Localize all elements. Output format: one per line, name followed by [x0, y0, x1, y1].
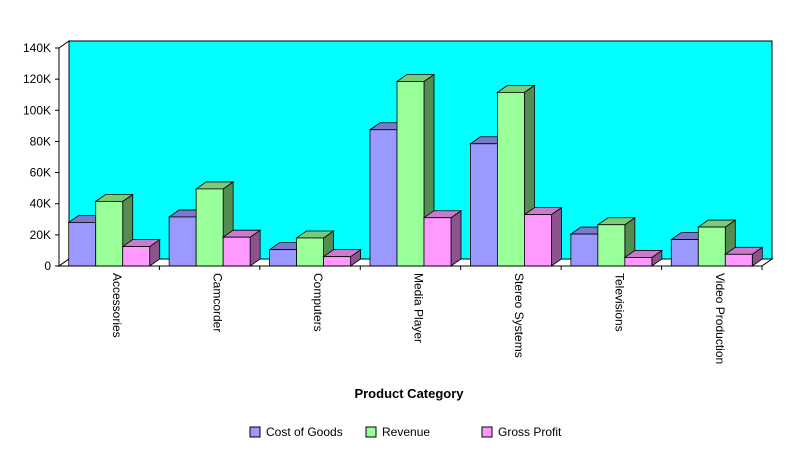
bar-front: [68, 221, 97, 267]
bar-front: [670, 239, 699, 267]
x-category-label: Video Production: [713, 273, 727, 364]
bar-front: [497, 91, 525, 267]
plot-side-wall: [58, 40, 70, 267]
bar-front: [396, 81, 425, 267]
x-category-label: Accessories: [110, 273, 124, 338]
x-category-label: Media Player: [412, 273, 426, 343]
bar: [523, 206, 563, 267]
legend: Cost of Goods Revenue Gross Profit: [249, 425, 562, 439]
bar-front: [122, 246, 151, 267]
bar-front: [597, 224, 626, 267]
bar-front: [697, 226, 726, 267]
bar-front: [269, 249, 297, 267]
legend-swatch: [481, 426, 493, 438]
bar-front: [195, 188, 224, 267]
bar-front: [95, 200, 124, 267]
bar-front: [624, 257, 653, 267]
bar: [121, 238, 161, 267]
bar-front: [323, 256, 351, 267]
bar-front: [222, 236, 251, 267]
y-tick-label: 60K: [30, 166, 51, 180]
legend-swatch: [365, 426, 377, 438]
bar-front: [369, 129, 398, 267]
legend-label: Cost of Goods: [266, 425, 343, 439]
y-tick-label: 0: [44, 259, 51, 273]
legend-swatch: [249, 426, 261, 438]
x-category-label: Camcorder: [211, 273, 225, 332]
bar-side: [551, 206, 562, 267]
y-tick-label: 100K: [23, 103, 51, 117]
x-axis-title: Product Category: [354, 386, 464, 401]
legend-label: Gross Profit: [498, 425, 562, 439]
bar-front: [470, 143, 498, 267]
x-category-label: Stereo Systems: [512, 273, 526, 358]
legend-item: Revenue: [365, 425, 430, 439]
legend-label: Revenue: [382, 425, 430, 439]
legend-item: Cost of Goods: [249, 425, 343, 439]
bar-front: [168, 216, 197, 267]
bar: [724, 246, 764, 267]
legend-item: Gross Profit: [481, 425, 562, 439]
y-tick-label: 120K: [23, 72, 51, 86]
y-tick-label: 40K: [30, 197, 51, 211]
x-category-label: Televisions: [612, 273, 626, 332]
y-tick-label: 140K: [23, 41, 51, 55]
bar-front: [296, 237, 324, 267]
bar: [422, 209, 463, 267]
bar-front: [724, 253, 753, 267]
bar-front: [524, 214, 552, 267]
x-category-label: Computers: [311, 273, 325, 332]
y-tick-label: 80K: [30, 134, 51, 148]
bar: [322, 248, 362, 267]
axes-group: 0 20K 40K 60K 80K 100K 120K 140K Accessories Camc…: [23, 41, 763, 364]
bar-front: [423, 217, 452, 267]
bar-side: [450, 209, 462, 267]
bar: [221, 229, 262, 267]
y-tick-label: 20K: [30, 228, 51, 242]
bar-front: [570, 233, 599, 267]
